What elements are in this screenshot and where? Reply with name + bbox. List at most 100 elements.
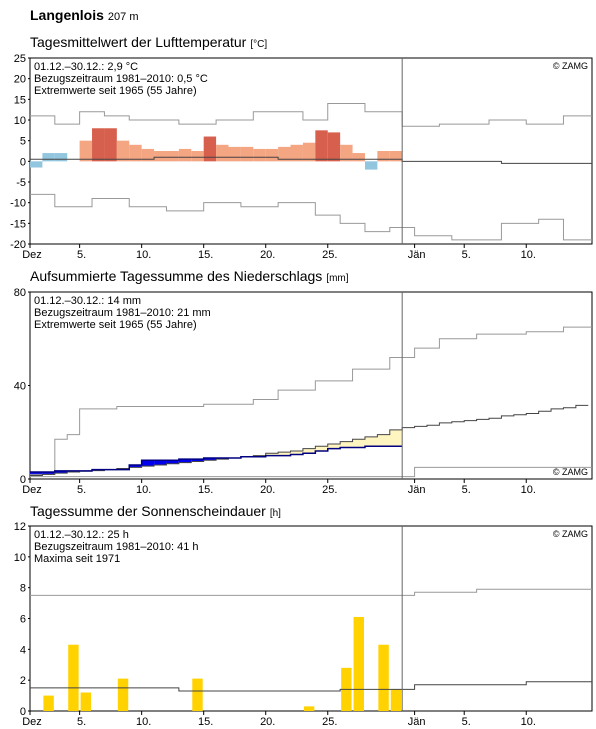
- bar: [377, 151, 390, 162]
- note: Extremwerte seit 1965 (55 Jahre): [34, 85, 197, 97]
- climate-line: [30, 588, 592, 596]
- difference: [42, 471, 55, 475]
- climate-line: [30, 681, 592, 692]
- x-tick-label: 10.: [136, 484, 151, 496]
- y-tick-label: 10: [14, 552, 26, 564]
- y-tick-label: 40: [14, 381, 26, 393]
- credit: © ZAMG: [553, 61, 588, 71]
- y-tick-label: 8: [20, 583, 26, 595]
- bar: [389, 151, 403, 162]
- x-tick-label: Jän: [408, 249, 426, 261]
- difference: [203, 457, 217, 461]
- bar: [191, 151, 204, 162]
- note: Bezugszeitraum 1981–2010: 0,5 °C: [34, 73, 208, 85]
- y-tick-label: 2: [20, 675, 26, 687]
- chart-title: Tagessumme der Sonnenscheindauer [h]: [30, 503, 281, 519]
- x-tick-label: 25.: [322, 716, 337, 728]
- bar: [192, 678, 203, 711]
- difference: [141, 460, 155, 467]
- x-tick-label: 15.: [198, 249, 213, 261]
- x-tick-label: Jän: [408, 716, 426, 728]
- bar: [340, 144, 353, 162]
- x-tick-label: Dez: [22, 716, 42, 728]
- y-tick-label: 0: [20, 156, 26, 168]
- x-tick-label: 10.: [521, 484, 536, 496]
- difference: [364, 436, 378, 447]
- climate-line: [30, 156, 592, 164]
- difference: [166, 460, 179, 464]
- altitude: 207 m: [108, 11, 139, 23]
- bar: [68, 644, 79, 711]
- climate-line: [30, 466, 592, 478]
- bar: [129, 144, 142, 162]
- difference: [54, 470, 68, 474]
- bar: [117, 678, 129, 711]
- y-tick-label: -15: [10, 218, 26, 230]
- climate-line: [30, 326, 592, 475]
- x-tick-label: 20.: [260, 484, 275, 496]
- credit: © ZAMG: [553, 529, 588, 539]
- x-tick-label: 5.: [77, 716, 86, 728]
- climate-line: [30, 102, 592, 127]
- bar: [154, 151, 167, 162]
- chart-title: Tagesmittelwert der Lufttemperatur [°C]: [30, 34, 267, 50]
- note: 01.12.–30.12.: 25 h: [34, 529, 129, 541]
- y-tick-label: 5: [20, 136, 26, 148]
- difference: [30, 471, 43, 476]
- difference: [340, 441, 353, 448]
- y-tick-label: 6: [20, 614, 26, 626]
- x-tick-label: 10.: [136, 716, 151, 728]
- credit: © ZAMG: [553, 467, 588, 477]
- note: 01.12.–30.12.: 2,9 °C: [34, 61, 138, 73]
- bar: [216, 144, 229, 162]
- bar: [30, 161, 43, 168]
- x-tick-label: 5.: [462, 484, 471, 496]
- bar: [203, 136, 217, 162]
- bar: [42, 153, 55, 162]
- title-unit: [mm]: [326, 273, 348, 284]
- y-tick-label: 15: [14, 94, 26, 106]
- x-tick-label: Jän: [408, 484, 426, 496]
- difference: [154, 460, 167, 465]
- difference: [389, 429, 403, 447]
- y-tick-label: 25: [14, 53, 26, 65]
- step-line: [30, 445, 403, 473]
- bar: [315, 130, 328, 162]
- x-tick-label: 20.: [260, 249, 275, 261]
- x-tick-label: 25.: [322, 484, 337, 496]
- bar: [353, 616, 364, 711]
- x-tick-label: 25.: [322, 249, 337, 261]
- difference: [278, 452, 291, 456]
- header: Langenlois 207 m: [30, 7, 138, 23]
- bar: [178, 148, 192, 162]
- bar: [54, 153, 68, 162]
- bar: [327, 132, 341, 162]
- title-text: Tagesmittelwert der Lufttemperatur: [30, 34, 247, 50]
- x-tick-label: Dez: [22, 249, 42, 261]
- y-tick-label: -5: [16, 177, 26, 189]
- bar: [166, 151, 179, 162]
- bar: [116, 140, 130, 162]
- bar: [79, 140, 93, 162]
- difference: [290, 450, 303, 455]
- x-tick-label: 5.: [77, 249, 86, 261]
- bar: [352, 153, 365, 162]
- bar: [290, 144, 303, 162]
- bar: [43, 695, 54, 711]
- y-tick-label: 12: [14, 521, 26, 533]
- x-tick-label: 5.: [77, 484, 86, 496]
- note: 01.12.–30.12.: 14 mm: [34, 295, 141, 307]
- bar: [265, 148, 279, 162]
- title-text: Tagessumme der Sonnenscheindauer: [30, 503, 266, 519]
- y-tick-label: 20: [14, 74, 26, 86]
- bar: [228, 146, 241, 162]
- y-tick-label: -20: [10, 239, 26, 251]
- bar: [253, 148, 266, 162]
- difference: [377, 434, 390, 447]
- difference: [265, 453, 279, 456]
- note: Bezugszeitraum 1981–2010: 41 h: [34, 541, 199, 553]
- x-tick-label: 15.: [198, 716, 213, 728]
- bar: [92, 128, 105, 162]
- y-tick-label: 80: [14, 287, 26, 299]
- y-tick-label: 0: [20, 706, 26, 718]
